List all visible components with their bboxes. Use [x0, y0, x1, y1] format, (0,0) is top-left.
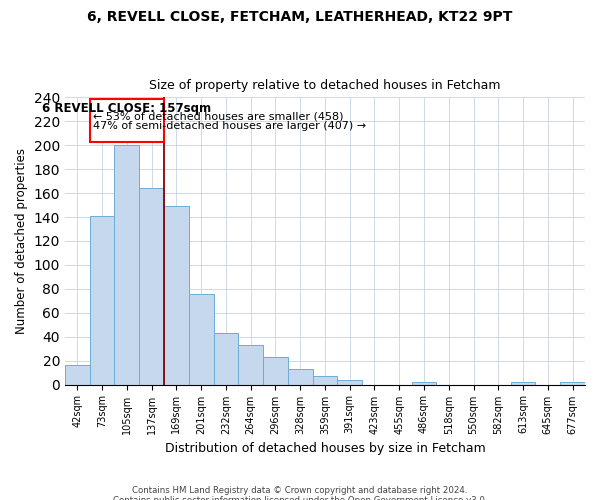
Bar: [288, 369, 313, 384]
FancyBboxPatch shape: [89, 98, 164, 142]
Title: Size of property relative to detached houses in Fetcham: Size of property relative to detached ho…: [149, 79, 501, 92]
Y-axis label: Number of detached properties: Number of detached properties: [15, 148, 28, 334]
Bar: [560, 382, 585, 384]
Bar: [263, 357, 288, 384]
Text: 47% of semi-detached houses are larger (407) →: 47% of semi-detached houses are larger (…: [94, 122, 367, 132]
Bar: [115, 145, 139, 384]
Bar: [65, 366, 89, 384]
Bar: [164, 206, 189, 384]
Bar: [337, 380, 362, 384]
Bar: [412, 382, 436, 384]
Bar: [313, 376, 337, 384]
Bar: [238, 345, 263, 385]
Text: ← 53% of detached houses are smaller (458): ← 53% of detached houses are smaller (45…: [94, 112, 344, 122]
Bar: [139, 188, 164, 384]
X-axis label: Distribution of detached houses by size in Fetcham: Distribution of detached houses by size …: [164, 442, 485, 455]
Bar: [89, 216, 115, 384]
Text: 6 REVELL CLOSE: 157sqm: 6 REVELL CLOSE: 157sqm: [42, 102, 211, 115]
Bar: [511, 382, 535, 384]
Bar: [214, 333, 238, 384]
Text: Contains HM Land Registry data © Crown copyright and database right 2024.: Contains HM Land Registry data © Crown c…: [132, 486, 468, 495]
Bar: [189, 294, 214, 384]
Text: 6, REVELL CLOSE, FETCHAM, LEATHERHEAD, KT22 9PT: 6, REVELL CLOSE, FETCHAM, LEATHERHEAD, K…: [88, 10, 512, 24]
Text: Contains public sector information licensed under the Open Government Licence v3: Contains public sector information licen…: [113, 496, 487, 500]
